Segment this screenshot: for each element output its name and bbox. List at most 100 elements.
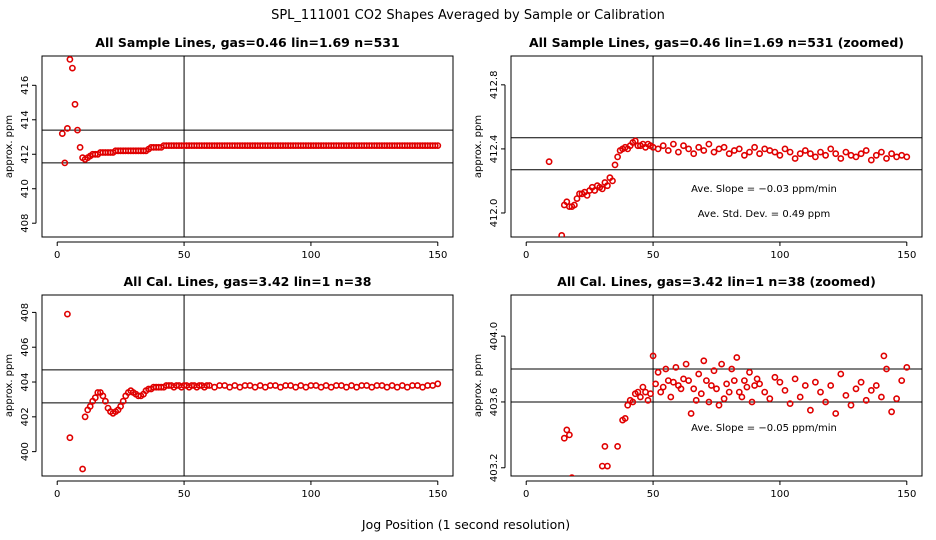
data-point	[733, 354, 741, 361]
data-point	[692, 396, 700, 404]
data-point	[817, 388, 824, 396]
data-point	[631, 137, 639, 145]
y-tick-label: 412.0	[489, 199, 500, 228]
y-tick-label: 412.8	[489, 71, 500, 100]
data-point	[720, 395, 728, 403]
data-point	[878, 148, 885, 156]
stat-annotation: Ave. Slope = −0.05 ppm/min	[691, 423, 837, 434]
data-point	[99, 392, 107, 400]
x-tick-label: 100	[770, 489, 789, 500]
data-point	[898, 377, 906, 384]
data-point	[817, 148, 824, 156]
data-point	[710, 148, 718, 156]
data-point	[738, 393, 746, 401]
data-point	[64, 124, 71, 132]
data-point	[621, 414, 629, 422]
data-point	[563, 198, 571, 206]
data-point	[94, 389, 102, 396]
data-point	[771, 373, 779, 381]
y-axis-label: approx. ppm	[4, 354, 15, 417]
data-point	[822, 151, 829, 159]
data-point	[695, 143, 703, 151]
data-point	[903, 363, 911, 371]
data-point	[685, 377, 692, 384]
data-point	[74, 126, 81, 134]
data-point	[796, 150, 804, 158]
data-point	[710, 367, 718, 375]
data-point	[649, 352, 657, 360]
data-point	[857, 150, 865, 158]
x-tick-label: 50	[178, 250, 191, 261]
data-point	[703, 377, 710, 384]
data-point	[102, 397, 109, 405]
data-point	[725, 150, 733, 158]
plot-frame	[41, 294, 454, 477]
data-point	[690, 150, 698, 158]
panel-title: All Sample Lines, gas=0.46 lin=1.69 n=53…	[95, 35, 399, 50]
y-tick-label: 403.6	[489, 388, 500, 417]
data-point	[776, 378, 784, 386]
data-point	[687, 410, 695, 417]
data-point	[728, 365, 736, 373]
y-tick-label: 400	[20, 442, 31, 461]
data-point	[611, 161, 619, 169]
data-point	[690, 385, 698, 393]
x-axis-label: Jog Position (1 second resolution)	[361, 517, 570, 532]
data-point	[58, 130, 66, 137]
data-point	[598, 185, 606, 193]
data-point	[680, 142, 687, 150]
data-point	[662, 365, 670, 373]
data-point	[69, 64, 76, 72]
data-point	[791, 375, 799, 383]
data-point	[730, 377, 738, 384]
data-point	[842, 391, 850, 399]
data-point	[888, 150, 895, 158]
data-point	[753, 375, 761, 383]
data-point	[715, 401, 723, 409]
data-point	[434, 380, 442, 388]
data-point	[614, 442, 621, 450]
data-point	[883, 365, 890, 373]
data-point	[659, 142, 667, 150]
x-tick-label: 0	[54, 250, 60, 261]
x-tick-label: 150	[897, 250, 916, 261]
data-point	[604, 182, 611, 190]
data-point	[827, 145, 835, 153]
data-point	[604, 462, 611, 470]
data-point	[664, 147, 672, 154]
data-point	[837, 370, 845, 378]
data-point	[801, 147, 809, 154]
plot-frame	[41, 55, 454, 238]
data-point	[434, 142, 442, 149]
data-point	[571, 201, 578, 209]
stat-annotation: Ave. Slope = −0.03 ppm/min	[691, 184, 837, 195]
data-point	[852, 153, 860, 161]
data-point	[751, 143, 758, 151]
data-points	[58, 56, 442, 167]
data-point	[66, 434, 74, 442]
data-point	[601, 442, 609, 450]
data-point	[867, 156, 875, 164]
x-tick-label: 0	[523, 250, 529, 261]
data-point	[761, 388, 769, 396]
x-tick-label: 50	[178, 489, 191, 500]
y-tick-label: 403.2	[489, 453, 500, 482]
data-point	[862, 147, 870, 154]
data-point	[629, 398, 637, 406]
data-point	[832, 150, 840, 158]
data-point	[672, 363, 680, 371]
data-point	[659, 383, 667, 391]
y-tick-label: 408	[20, 303, 31, 322]
data-point	[746, 148, 753, 156]
data-point	[796, 393, 804, 401]
data-point	[781, 145, 789, 153]
panel-title: All Cal. Lines, gas=3.42 lin=1 n=38 (zoo…	[557, 274, 876, 289]
x-tick-label: 50	[647, 250, 660, 261]
data-point	[852, 385, 860, 393]
data-point	[781, 386, 789, 394]
x-tick-label: 150	[897, 489, 916, 500]
data-point	[563, 426, 571, 434]
data-point	[741, 377, 748, 384]
data-point	[872, 382, 880, 389]
data-point	[61, 159, 69, 167]
